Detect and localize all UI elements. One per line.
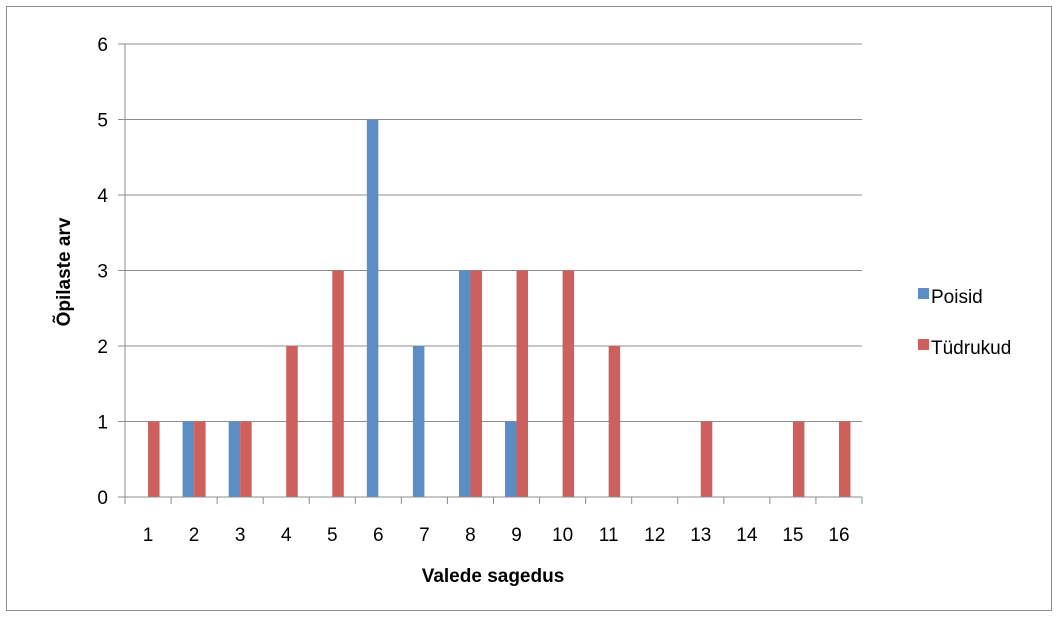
legend-swatch-tüdrukud (918, 339, 929, 350)
bar-poisid-7 (412, 346, 425, 497)
y-axis-title: Õpilaste arv (53, 217, 75, 326)
x-tick-label: 7 (419, 525, 430, 546)
bar-tüdrukud-4 (286, 346, 298, 497)
axes (118, 43, 863, 504)
bar-tüdrukud-11 (608, 346, 621, 497)
y-tick-label: 2 (97, 337, 108, 358)
legend-swatch-poisid (918, 288, 929, 299)
bar-tüdrukud-1 (148, 421, 160, 497)
bar-tüdrukud-8 (470, 270, 482, 497)
x-tick-label: 13 (690, 525, 711, 546)
y-tick-label: 1 (97, 413, 108, 434)
x-tick-label: 14 (736, 525, 758, 546)
legend-label-poisid: Poisid (931, 287, 983, 308)
x-tick-labels: 1 2 3 4 5 6 7 8 9 10 11 12 13 14 15 16 (143, 525, 850, 546)
bar-poisid-9 (505, 421, 517, 497)
x-tick-label: 12 (644, 525, 665, 546)
x-tick-label: 11 (599, 525, 619, 546)
x-tick-label: 6 (373, 525, 384, 546)
bar-tüdrukud-15 (792, 421, 805, 497)
x-tick-label: 9 (511, 525, 522, 546)
x-tick-label: 5 (327, 525, 338, 546)
y-tick-label: 3 (97, 262, 108, 283)
y-tick-label: 0 (97, 488, 108, 509)
x-tick-label: 10 (552, 525, 573, 546)
y-tick-labels: 0 1 2 3 4 5 6 (97, 35, 108, 509)
bar-tüdrukud-5 (332, 270, 344, 497)
bar-poisid-3 (228, 421, 241, 497)
bars (148, 119, 851, 497)
x-tick-label: 4 (281, 525, 292, 546)
x-tick-label: 1 (143, 525, 154, 546)
y-tick-label: 5 (97, 111, 108, 132)
x-axis-title: Valede sagedus (422, 566, 565, 587)
x-tick-label: 8 (465, 525, 476, 546)
bar-tüdrukud-9 (516, 270, 529, 497)
bar-poisid-2 (182, 421, 195, 497)
x-tick-label: 16 (828, 525, 849, 546)
bar-tüdrukud-3 (240, 421, 252, 497)
x-tick-label: 15 (782, 525, 803, 546)
x-tick-label: 2 (189, 525, 200, 546)
bar-tüdrukud-10 (562, 270, 575, 497)
legend-label-tüdrukud: Tüdrukud (931, 338, 1011, 359)
bar-tüdrukud-13 (700, 421, 713, 497)
chart-frame (6, 6, 1052, 611)
bar-tüdrukud-2 (194, 421, 206, 497)
bar-tüdrukud-16 (838, 421, 851, 497)
x-tick-label: 3 (235, 525, 246, 546)
y-tick-label: 4 (97, 186, 108, 207)
bar-poisid-8 (458, 270, 471, 497)
bar-poisid-6 (366, 119, 379, 497)
gridlines (125, 43, 862, 422)
legend: Poisid Tüdrukud (918, 287, 1011, 359)
y-tick-label: 6 (97, 35, 108, 56)
